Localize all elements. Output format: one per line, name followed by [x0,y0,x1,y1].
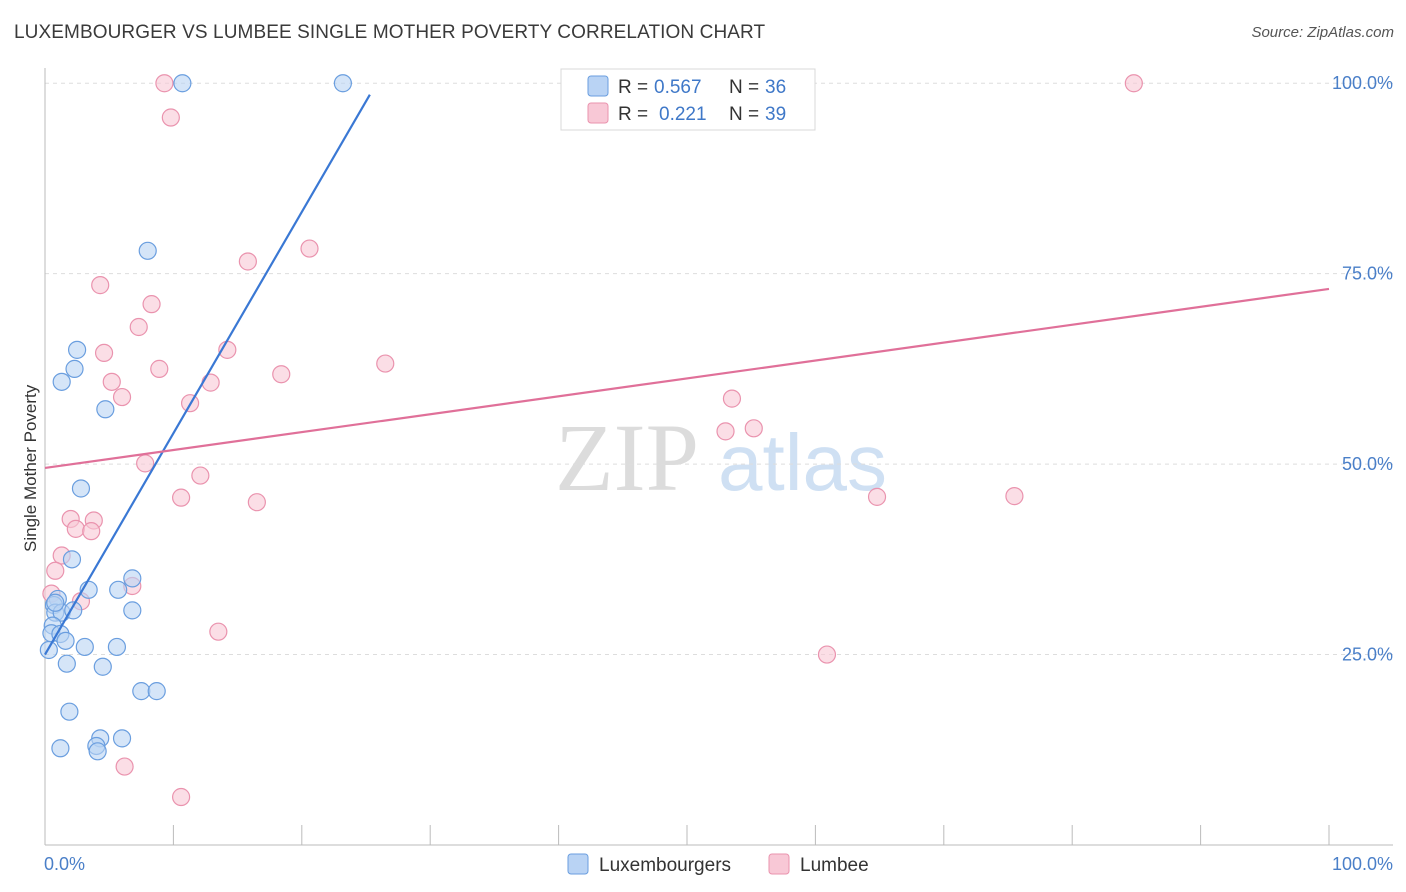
luxembourgers-point-4 [65,359,84,378]
lumbee-point-10 [150,359,169,378]
watermark-atlas: atlas [718,418,887,507]
luxembourgers-point-21 [56,631,75,650]
lumbee-point-1 [1124,74,1143,93]
luxembourgers-point-8 [62,550,82,569]
lumbee-point-20 [136,454,155,473]
bottom-legend-swatch-pink [768,853,790,875]
chart-title: LUXEMBOURGER VS LUMBEE SINGLE MOTHER POV… [14,22,766,43]
lumbee-point-17 [716,422,735,441]
luxembourgers-point-35 [46,593,65,612]
luxembourgers-point-3 [67,340,87,359]
y-axis-label: Single Mother Poverty [21,384,40,552]
trend-line-lumbee [44,287,1330,470]
luxembourgers-point-1 [333,74,352,93]
luxembourgers-point-31 [112,729,132,748]
luxembourgers-point-33 [51,739,70,758]
lumbee-point-12 [376,354,395,373]
lumbee-point-7 [129,317,148,337]
legend-swatch-pink [587,102,609,124]
legend-swatch-blue [587,75,609,97]
lumbee-point-29 [82,522,101,541]
series-legend: Luxembourgers Lumbee [567,853,869,876]
legend-n-value-1: 36 [765,77,786,98]
y-tick-label-75: 75.0% [1342,264,1393,284]
lumbee-point-35 [209,622,228,641]
luxembourgers-point-10 [109,580,128,599]
lumbee-point-11 [272,365,291,384]
lumbee-point-28 [66,519,85,538]
legend-r-value-2: 0.221 [659,104,707,125]
stats-legend: R = 0.567 N = 36 R = 0.221 N = 39 [560,68,816,131]
legend-r-label-2: R = [618,104,648,125]
y-tick-label-50: 50.0% [1342,454,1393,474]
lumbee-point-5 [91,276,110,295]
lumbee-point-31 [46,561,65,580]
source-label: Source: ZipAtlas.com [1251,24,1394,41]
bottom-legend-label-lumbee: Lumbee [800,855,869,876]
luxembourgers-point-25 [57,654,76,673]
lumbee-point-37 [115,757,134,776]
legend-r-value-1: 0.567 [654,77,702,98]
x-tick-label-max: 100.0% [1332,854,1393,874]
luxembourgers-point-9 [123,569,142,588]
x-tick-label-min: 0.0% [44,854,85,874]
luxembourgers-point-34 [88,742,107,761]
luxembourgers-point-17 [123,601,142,620]
luxembourgers-point-27 [132,682,151,701]
luxembourgers-point-5 [52,372,71,391]
luxembourgers-point-28 [147,682,166,701]
y-tick-label-25: 25.0% [1342,645,1393,665]
luxembourgers-point-7 [71,479,91,498]
lumbee-point-6 [142,295,161,314]
watermark-zip: ZIP [555,404,699,511]
lumbee-point-0 [155,74,174,93]
lumbee-point-23 [1005,487,1024,506]
y-tick-labels: 25.0% 50.0% 75.0% 100.0% [1332,73,1393,664]
lumbee-point-2 [161,108,180,127]
gridlines [45,82,1393,656]
axes [44,68,1393,846]
lumbee-point-38 [172,787,191,807]
trend-line-luxembourgers [44,94,371,656]
luxembourgers-point-26 [93,657,112,676]
bottom-legend-label-luxembourgers: Luxembourgers [599,855,731,876]
lumbee-point-25 [247,493,266,512]
x-ticks [172,825,1330,845]
lumbee-point-9 [94,343,114,362]
lumbee-point-18 [744,419,763,438]
legend-n-value-2: 39 [765,104,786,125]
luxembourgers-point-2 [138,241,157,260]
luxembourgers-point-23 [107,637,127,657]
lumbee-point-24 [172,488,191,507]
y-tick-label-100: 100.0% [1332,73,1393,93]
lumbee-point-3 [300,239,319,258]
legend-n-label-1: N = [729,77,759,98]
luxembourgers-point-29 [60,702,79,721]
luxembourgers-point-0 [173,74,192,93]
legend-r-label-1: R = [618,77,648,98]
lumbee-point-15 [112,387,132,407]
legend-n-label-2: N = [729,104,759,125]
lumbee-point-19 [722,389,742,408]
lumbee-point-22 [867,487,887,506]
lumbee-point-21 [191,466,210,485]
trend-lines [44,94,1330,656]
luxembourgers-point-22 [75,637,94,657]
luxembourgers-point-6 [96,400,115,419]
lumbee-point-4 [238,252,257,271]
lumbee-point-13 [102,372,121,391]
lumbee-point-36 [817,645,837,664]
bottom-legend-swatch-blue [567,853,589,875]
lumbee-point-14 [201,373,220,392]
series-luxembourgers [39,74,352,761]
